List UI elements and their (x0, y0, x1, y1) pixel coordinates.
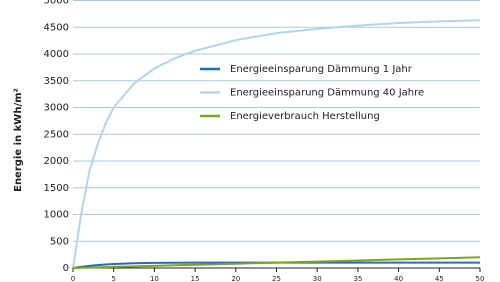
series-line (72, 261, 480, 269)
y-tick-label: 1500 (44, 183, 69, 194)
y-tick-label: 4000 (44, 49, 69, 60)
y-tick-label: 2500 (44, 129, 69, 140)
series-line (72, 19, 481, 269)
y-tick-label: 2000 (44, 156, 69, 167)
y-tick-label: 4500 (44, 22, 69, 33)
y-axis-label: Energie in kWh/m² (13, 88, 24, 192)
y-tick-label: 5000 (44, 0, 69, 7)
x-tick-label: 20 (231, 275, 240, 282)
x-tick-label: 0 (71, 275, 75, 282)
x-tick-label: 50 (476, 275, 485, 282)
y-tick-label: 500 (50, 236, 69, 247)
x-tick-label: 5 (111, 275, 115, 282)
legend-label: Energieverbrauch Herstellung (230, 111, 380, 122)
x-tick-label: 45 (435, 275, 444, 282)
x-tick-label: 25 (272, 275, 281, 282)
x-tick-label: 35 (353, 275, 362, 282)
x-tick-label: 10 (150, 275, 159, 282)
x-tick-label: 30 (313, 275, 322, 282)
x-tick-label: 40 (394, 275, 403, 282)
legend-label: Energieeinsparung Dämmung 1 Jahr (230, 64, 413, 75)
y-tick-label: 1000 (44, 210, 69, 221)
y-tick-label: 3500 (44, 76, 69, 87)
y-tick-label: 3000 (44, 103, 69, 114)
y-tick-label: 0 (63, 263, 69, 274)
legend-label: Energieeinsparung Dämmung 40 Jahre (230, 88, 424, 99)
x-tick-label: 15 (191, 275, 200, 282)
series-line (72, 256, 481, 269)
